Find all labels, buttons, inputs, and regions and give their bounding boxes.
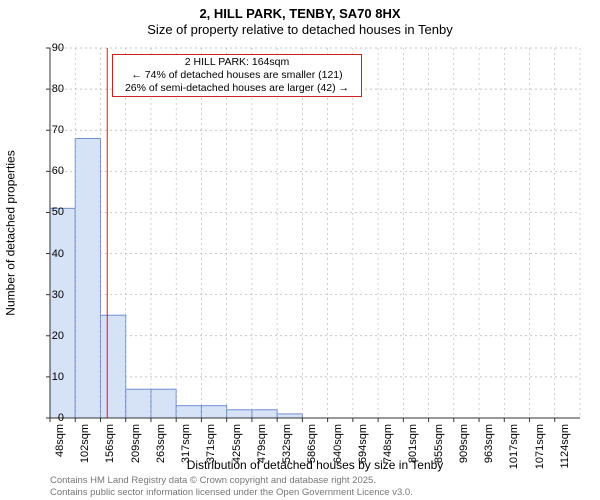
y-tick-label: 80 [40, 83, 64, 95]
x-axis-label: Distribution of detached houses by size … [50, 458, 580, 472]
y-tick-label: 90 [40, 42, 64, 54]
y-tick-label: 20 [40, 330, 64, 342]
annotation-line1: 2 HILL PARK: 164sqm [117, 56, 357, 69]
chart-title-block: 2, HILL PARK, TENBY, SA70 8HX Size of pr… [0, 0, 600, 39]
y-tick-label: 70 [40, 124, 64, 136]
y-tick-label: 40 [40, 248, 64, 260]
y-tick-label: 0 [40, 412, 64, 424]
footer-attribution: Contains HM Land Registry data © Crown c… [50, 475, 413, 498]
chart-title-line1: 2, HILL PARK, TENBY, SA70 8HX [0, 6, 600, 22]
y-tick-label: 10 [40, 371, 64, 383]
y-axis-label: Number of detached properties [4, 48, 18, 418]
plot-svg [50, 48, 580, 418]
annotation-line3: 26% of semi-detached houses are larger (… [117, 82, 357, 95]
y-tick-label: 30 [40, 289, 64, 301]
annotation-line2: ← 74% of detached houses are smaller (12… [117, 69, 357, 82]
footer-line1: Contains HM Land Registry data © Crown c… [50, 475, 413, 486]
annotation-box: 2 HILL PARK: 164sqm ← 74% of detached ho… [112, 54, 362, 97]
footer-line2: Contains public sector information licen… [50, 487, 413, 498]
y-tick-label: 50 [40, 206, 64, 218]
histogram-chart: 2 HILL PARK: 164sqm ← 74% of detached ho… [50, 48, 580, 418]
chart-title-line2: Size of property relative to detached ho… [0, 22, 600, 38]
y-tick-label: 60 [40, 165, 64, 177]
